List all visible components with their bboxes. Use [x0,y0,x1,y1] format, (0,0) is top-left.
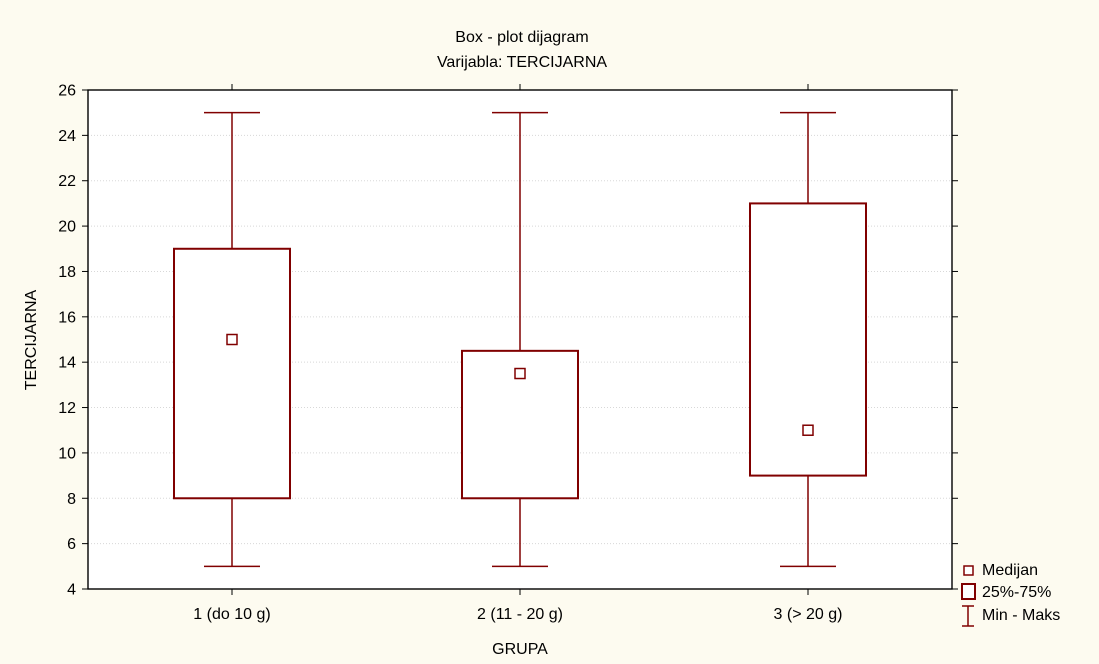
legend-label: 25%-75% [982,584,1051,601]
y-tick-label: 14 [58,355,76,372]
chart-subtitle: Varijabla: TERCIJARNA [437,54,607,71]
chart-title: Box - plot dijagram [455,29,588,46]
y-tick-label: 10 [58,445,76,462]
y-tick-label: 20 [58,219,76,236]
y-axis-label: TERCIJARNA [23,289,40,390]
y-tick-label: 16 [58,309,76,326]
median-marker [226,333,238,346]
x-axis: 1 (do 10 g) 2 (11 - 20 g) 3 (> 20 g) [193,84,842,623]
y-tick-label: 24 [58,128,76,145]
x-tick-label: 2 (11 - 20 g) [477,606,563,623]
plot-frame [87,89,953,590]
legend-label: Medijan [982,562,1038,579]
y-tick-label: 8 [67,491,76,508]
legend: Medijan 25%-75% Min - Maks [961,562,1060,627]
x-tick-label: 1 (do 10 g) [193,606,270,623]
box-series [173,111,867,568]
iqr-box [173,247,291,500]
x-axis-label: GRUPA [492,641,548,658]
y-tick-label: 6 [67,536,76,553]
legend-box-icon [961,583,976,600]
y-tick-label: 26 [58,83,76,100]
legend-label: Min - Maks [982,607,1060,624]
y-tick-label: 22 [58,173,76,190]
median-marker [802,424,814,436]
y-axis: 4 6 8 10 12 14 16 18 20 22 24 26 [58,83,958,599]
y-tick-label: 12 [58,400,76,417]
x-tick-label: 3 (> 20 g) [774,606,843,623]
median-marker [514,367,526,380]
y-tick-label: 4 [67,582,76,599]
y-tick-label: 18 [58,264,76,281]
legend-median-icon [963,565,974,576]
